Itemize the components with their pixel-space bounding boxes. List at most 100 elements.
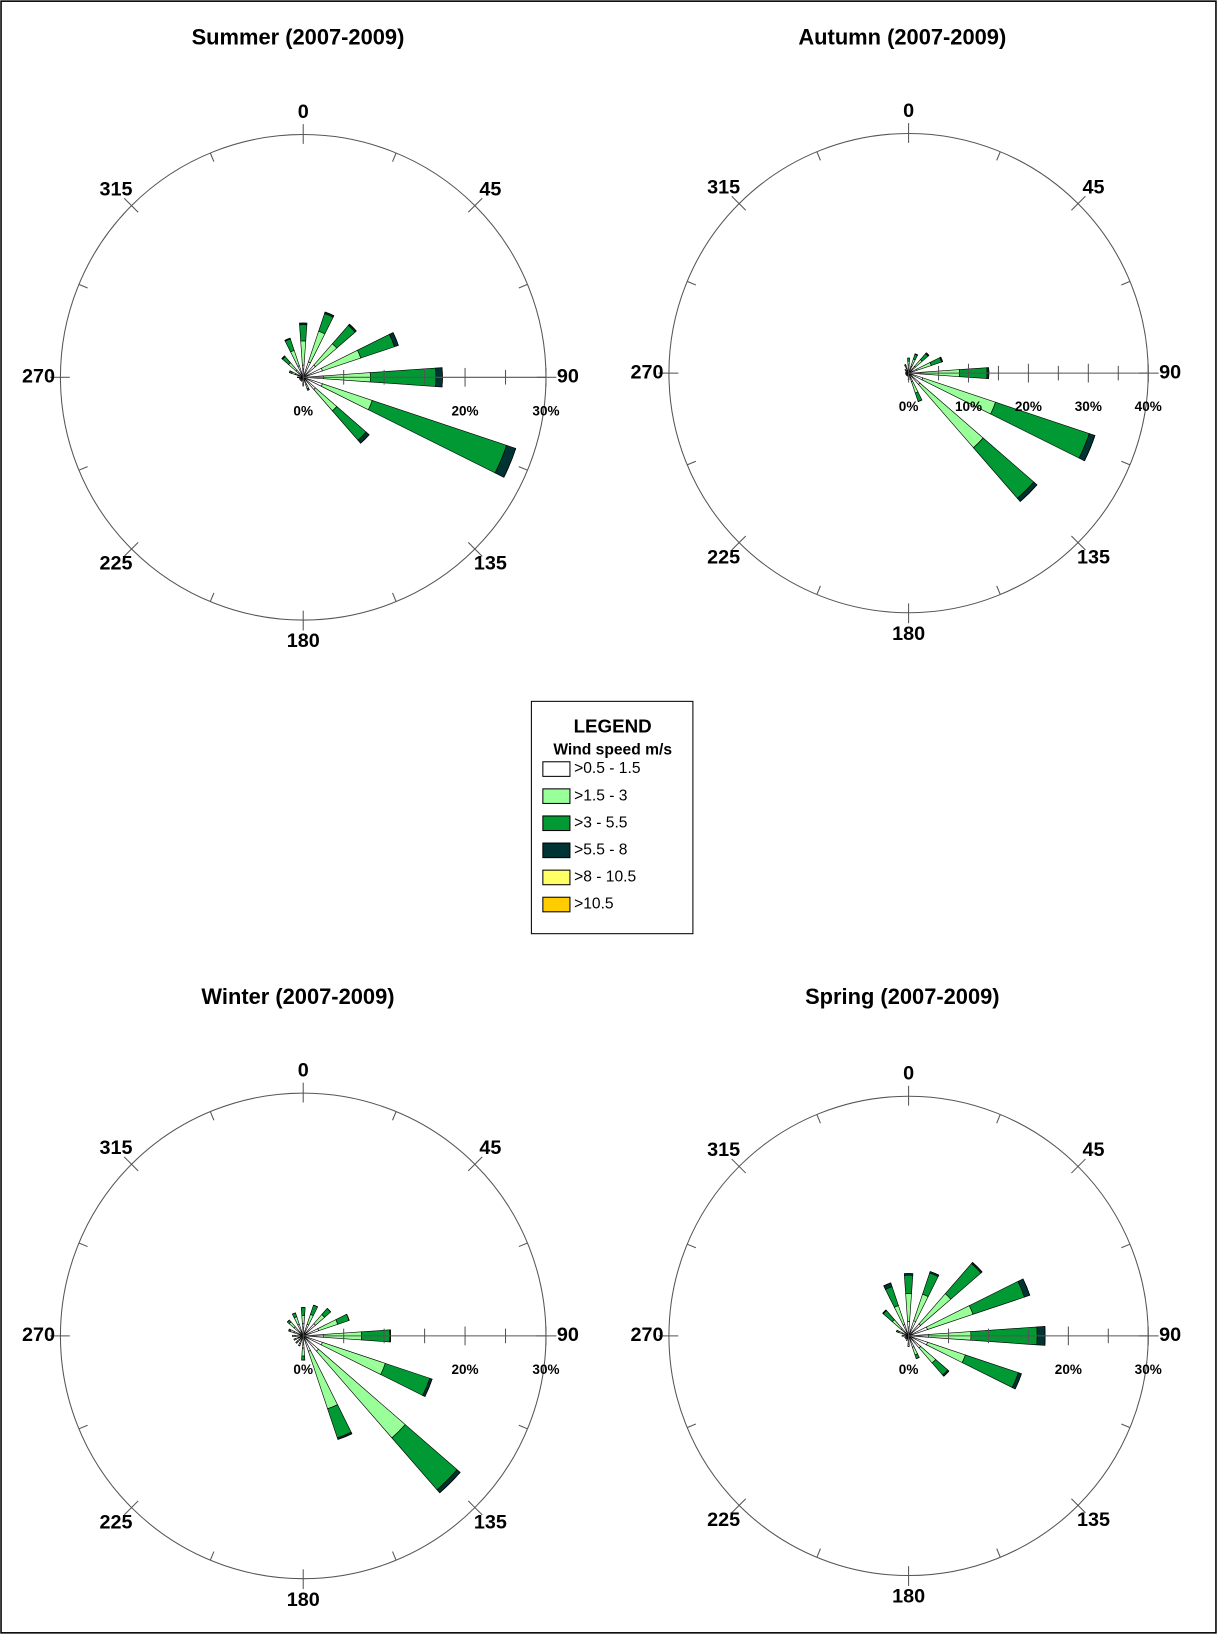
bar-segment <box>298 1345 300 1347</box>
direction-tick <box>518 466 528 471</box>
direction-tick <box>738 1166 747 1174</box>
radial-tick-label: 0% <box>293 1362 313 1377</box>
direction-tick <box>996 1114 1001 1124</box>
direction-tick <box>816 1114 821 1124</box>
direction-tick <box>996 151 1001 161</box>
direction-tick <box>78 466 88 471</box>
angle-label: 270 <box>22 366 55 388</box>
bar-segment <box>287 1319 290 1323</box>
radial-tick-label: 30% <box>532 1362 559 1377</box>
direction-tick <box>686 1243 697 1249</box>
bar-segment <box>301 1315 305 1325</box>
legend-title: LEGEND <box>574 715 652 736</box>
radial-tick-label: 20% <box>1055 1362 1082 1377</box>
bar-segment <box>392 332 399 346</box>
legend-swatch <box>542 896 571 913</box>
angle-label: 225 <box>707 1509 740 1531</box>
direction-tick <box>686 280 697 286</box>
direction-tick <box>467 541 476 550</box>
bar-segment <box>904 1274 914 1294</box>
direction-tick <box>209 152 215 162</box>
angle-tick <box>731 195 740 205</box>
angle-label: 180 <box>892 1586 925 1608</box>
direction-tick <box>392 1111 397 1121</box>
bar-segment <box>293 1338 295 1341</box>
bar-segment <box>916 1357 920 1359</box>
angle-label: 45 <box>1083 1139 1105 1161</box>
bar-segment <box>301 1355 306 1361</box>
angle-label: 90 <box>1159 361 1181 383</box>
bar-segment <box>326 1308 331 1313</box>
direction-tick <box>209 1111 215 1121</box>
angle-tick <box>731 1504 740 1514</box>
legend-label: >10.5 <box>574 896 614 913</box>
angle-label: 315 <box>707 176 740 198</box>
angle-tick <box>474 548 483 557</box>
radial-tick-label: 20% <box>1015 399 1042 414</box>
angle-tick <box>1077 195 1086 205</box>
direction-tick <box>467 1500 476 1508</box>
bar-segment <box>914 353 918 356</box>
direction-tick <box>467 205 476 213</box>
angle-tick <box>123 197 132 206</box>
angle-label: 315 <box>100 1137 133 1159</box>
direction-tick <box>738 535 747 543</box>
bar-segment <box>292 1334 296 1337</box>
bar-segment <box>439 1472 461 1494</box>
direction-tick <box>518 1424 528 1430</box>
chart-title: Winter (2007-2009) <box>201 984 394 1009</box>
angle-label: 225 <box>100 1511 133 1533</box>
direction-tick <box>518 1242 528 1248</box>
angle-label: 135 <box>474 1511 507 1533</box>
direction-tick <box>686 460 697 466</box>
angle-label: 270 <box>631 1324 664 1346</box>
direction-tick <box>816 1548 821 1558</box>
direction-tick <box>1121 1423 1131 1429</box>
legend-swatch <box>542 761 571 777</box>
radial-tick-label: 10% <box>955 399 982 414</box>
direction-tick <box>996 1548 1001 1558</box>
direction-tick <box>816 151 821 161</box>
angle-tick <box>731 1158 740 1167</box>
direction-tick <box>467 1163 476 1172</box>
bar-segment <box>940 356 943 362</box>
legend-label: >0.5 - 1.5 <box>574 760 641 777</box>
angle-tick <box>1077 1158 1086 1167</box>
legend-swatch <box>542 815 571 832</box>
wind-rose: Summer (2007-2009) 0 45 90 135 180 225 270 315 0%… <box>22 24 579 652</box>
radial-tick-label: 30% <box>532 403 559 418</box>
radial-tick-label: 0% <box>293 403 313 418</box>
direction-tick <box>996 585 1001 595</box>
direction-tick <box>209 1551 215 1561</box>
angle-label: 0 <box>903 100 914 122</box>
angle-label: 180 <box>287 1589 320 1611</box>
angle-tick <box>1077 542 1086 551</box>
direction-tick <box>131 1163 139 1172</box>
angle-tick <box>731 542 740 551</box>
angle-label: 45 <box>1083 176 1105 198</box>
legend-swatch <box>542 842 571 859</box>
direction-tick <box>1121 460 1131 466</box>
angle-label: 0 <box>903 1063 914 1085</box>
wind-rose: Autumn (2007-2009) 0 45 90 135 180 225 270 315 0%… <box>631 24 1182 644</box>
bar-segment <box>300 1307 306 1317</box>
direction-tick <box>1121 280 1131 286</box>
direction-tick <box>392 592 397 602</box>
chart-title: Spring (2007-2009) <box>805 984 1000 1009</box>
radial-tick-label: 30% <box>1135 1362 1162 1377</box>
legend-label: >1.5 - 3 <box>574 787 627 804</box>
chart-title: Autumn (2007-2009) <box>798 24 1006 49</box>
direction-tick <box>686 1423 697 1429</box>
angle-label: 135 <box>474 553 507 575</box>
bar-segment <box>926 352 930 356</box>
direction-tick <box>1071 535 1079 543</box>
bar-segment <box>301 1347 305 1357</box>
bar-segment <box>907 357 910 362</box>
angle-label: 90 <box>557 366 579 388</box>
direction-tick <box>131 205 139 213</box>
direction-tick <box>392 152 397 162</box>
radial-tick-label: 0% <box>899 1362 919 1377</box>
bar-segment <box>324 311 335 317</box>
angle-label: 90 <box>557 1324 579 1346</box>
angle-label: 0 <box>298 1059 309 1081</box>
